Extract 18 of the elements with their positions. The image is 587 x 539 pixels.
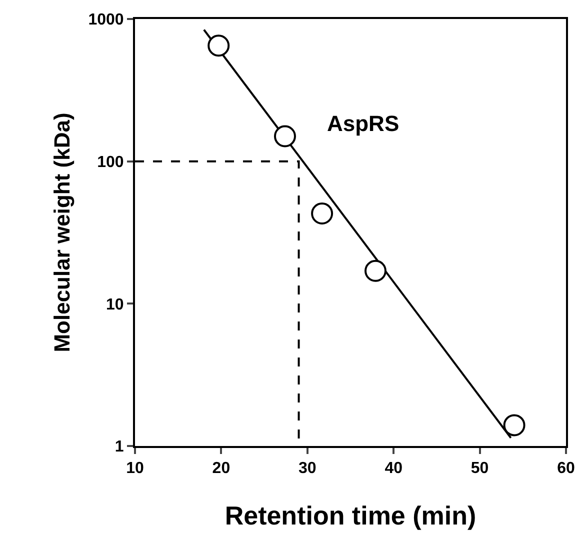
y-tick-label: 1 — [114, 438, 124, 456]
point — [311, 202, 334, 224]
x-tick-label: 40 — [384, 460, 403, 478]
x-tick-label: 10 — [126, 460, 144, 478]
point — [364, 260, 386, 282]
x-tick-label: 30 — [298, 460, 316, 478]
x-axis-title: Retention time (min) — [224, 500, 476, 530]
y-tick-label: 100 — [97, 154, 124, 171]
y-tick-label: 1000 — [88, 12, 124, 29]
x-tick-label: 20 — [212, 460, 230, 478]
x-tick-label: 60 — [557, 460, 575, 478]
x-tick-label: 50 — [470, 460, 489, 478]
point — [503, 414, 526, 436]
annotation: AspRS — [327, 111, 400, 136]
point — [208, 34, 230, 57]
point — [274, 125, 296, 148]
y-tick-label: 10 — [106, 296, 124, 314]
y-axis-title: Molecular weight (kDa) — [50, 112, 75, 352]
